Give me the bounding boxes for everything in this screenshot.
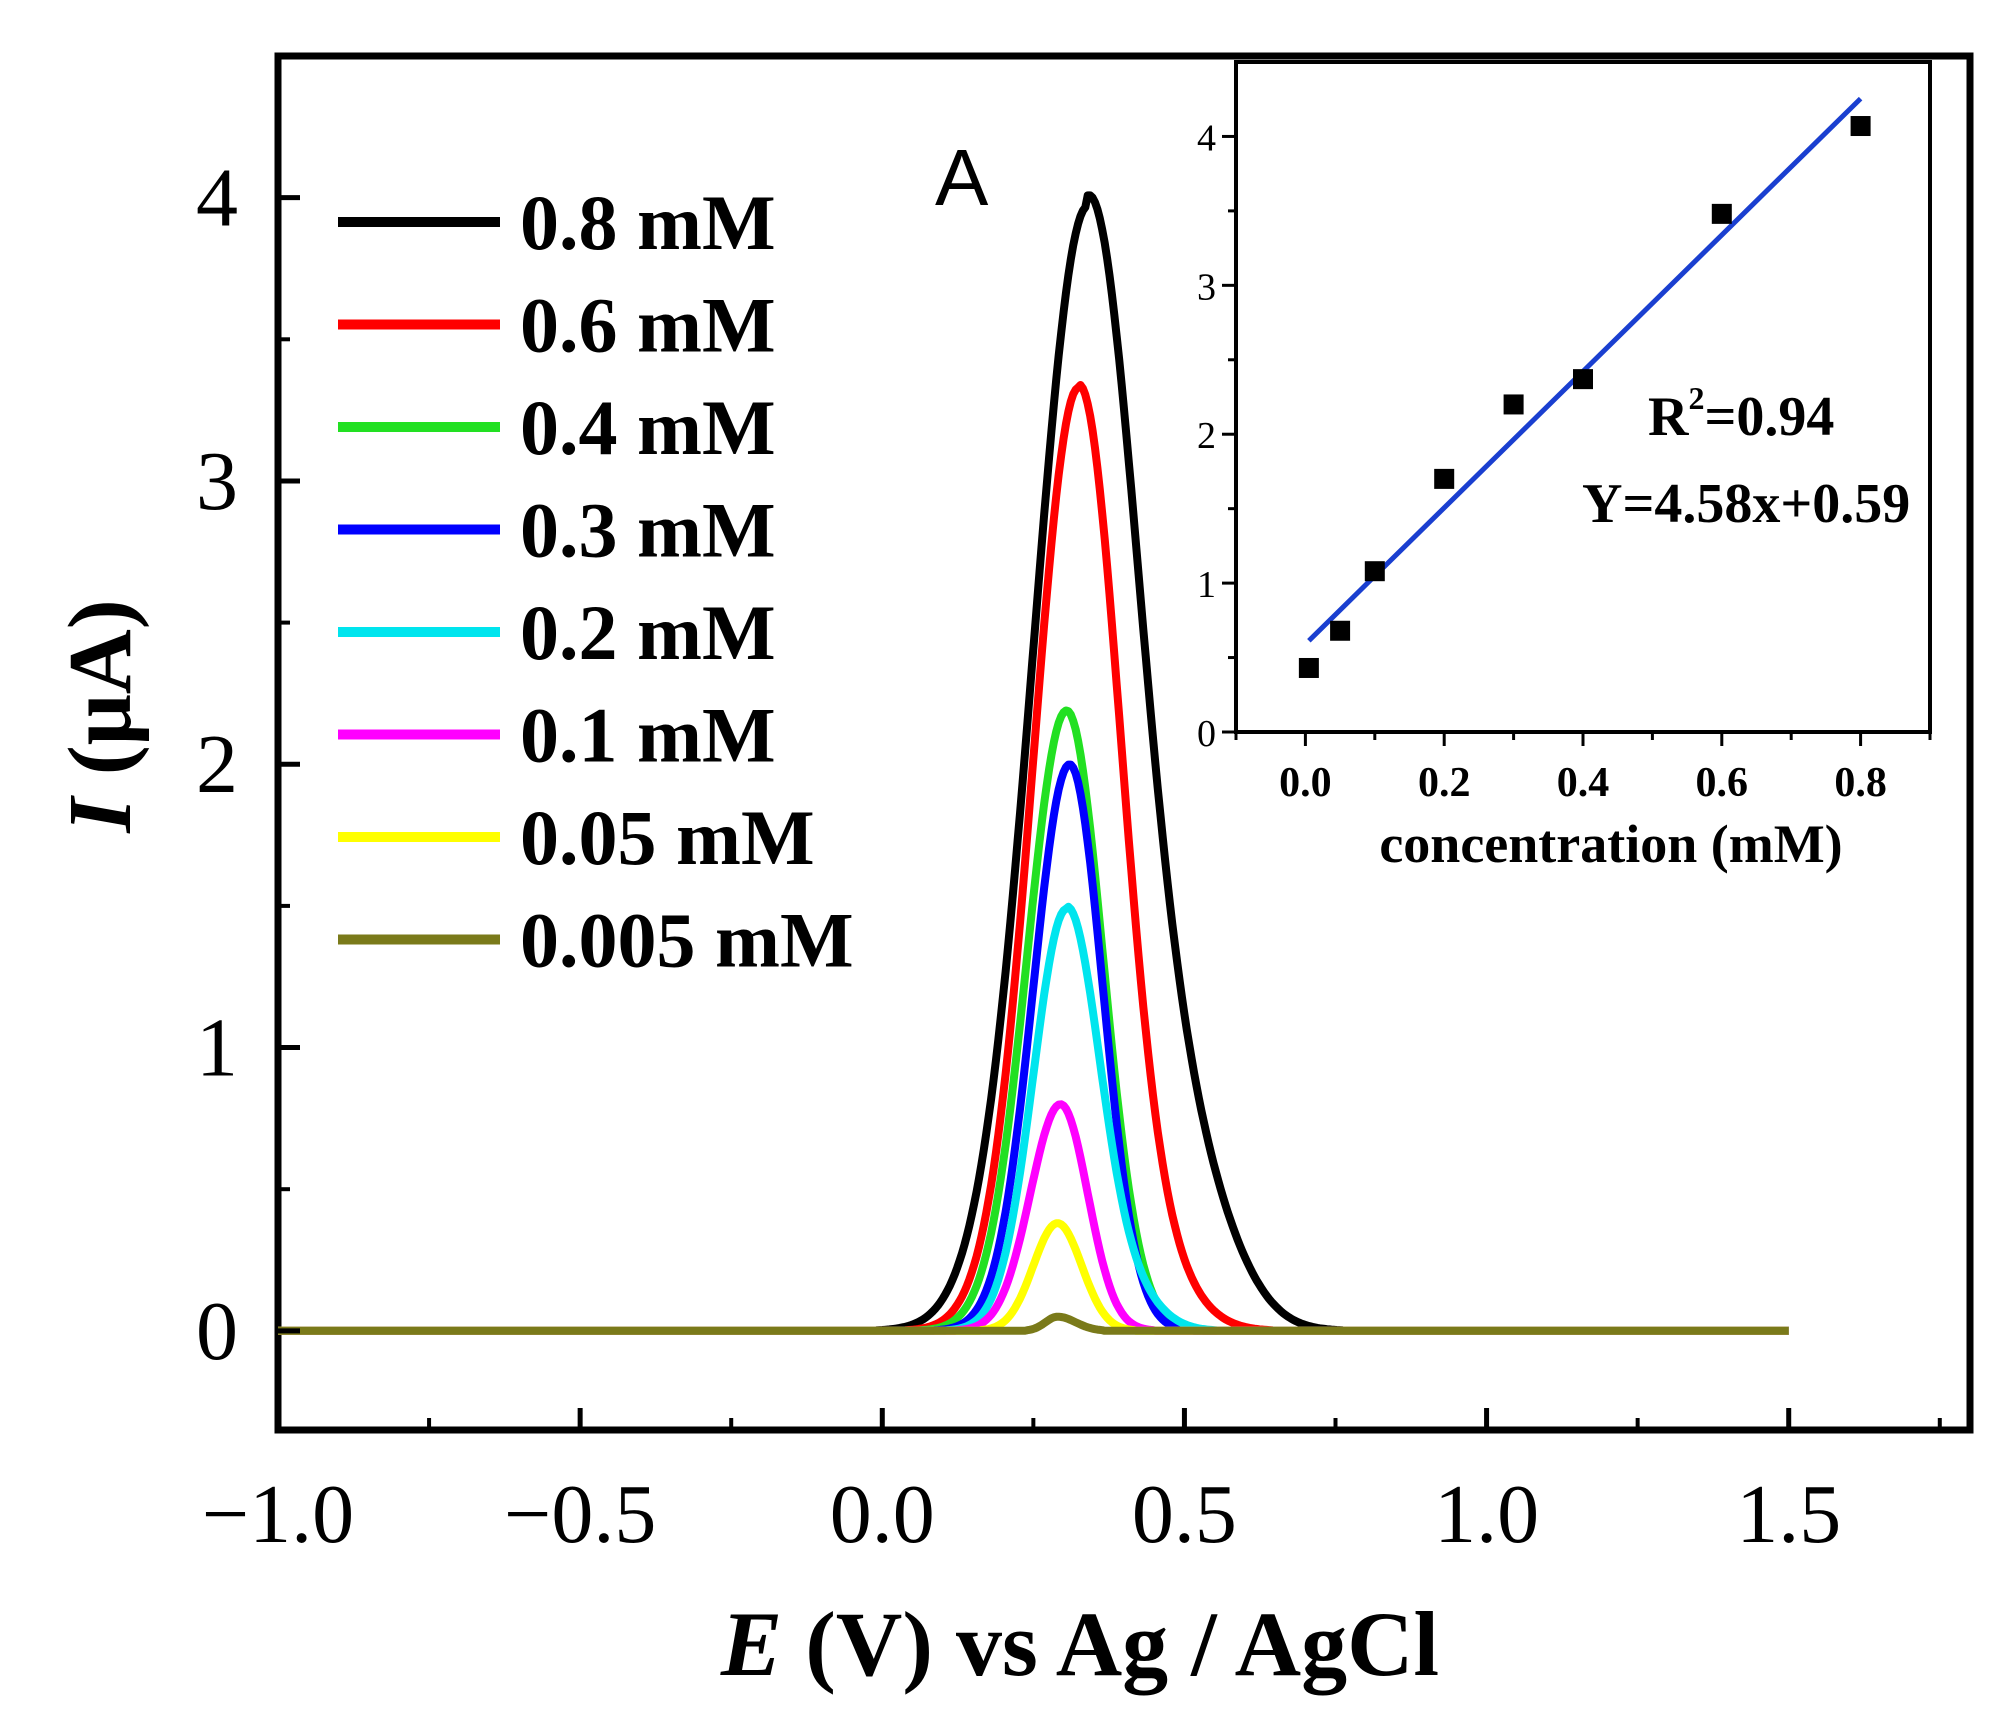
inset-y-tick-label: 3 bbox=[1197, 266, 1216, 308]
legend-label: 0.4 mM bbox=[520, 384, 776, 471]
curve-0-1-mM bbox=[276, 1100, 1791, 1335]
inset-plot-background bbox=[1236, 62, 1930, 732]
main-plot-frame bbox=[274, 52, 1974, 1434]
legend-label: 0.8 mM bbox=[520, 179, 776, 266]
x-axis-label-rest: (V) vs Ag / AgCl bbox=[782, 1593, 1439, 1695]
legend-label: 0.1 mM bbox=[520, 692, 776, 779]
panel-label: A bbox=[935, 133, 989, 222]
inset-y-tick-label: 0 bbox=[1197, 713, 1216, 755]
inset-data-point bbox=[1850, 116, 1871, 137]
inset-data-point bbox=[1330, 620, 1351, 641]
y-tick-label: 0 bbox=[196, 1285, 238, 1378]
x-tick-label: 1.5 bbox=[1736, 1468, 1841, 1561]
x-axis-label-symbol: E bbox=[720, 1593, 782, 1695]
x-tick-label: 0.0 bbox=[830, 1468, 935, 1561]
y-tick-label: 1 bbox=[196, 1002, 238, 1095]
x-tick-label: −0.5 bbox=[504, 1468, 656, 1561]
r-squared-superscript: 2 bbox=[1688, 380, 1704, 416]
curve-0-05-mM bbox=[276, 1219, 1791, 1335]
main-x-axis-ticks: −1.0 −0.5 0.0 0.5 1.0 1.5 bbox=[202, 1408, 1942, 1561]
legend-label: 0.6 mM bbox=[520, 282, 776, 369]
inset-y-tick-label: 1 bbox=[1197, 564, 1216, 606]
r-squared-base: R bbox=[1648, 386, 1689, 448]
inset-x-tick-label: 0.4 bbox=[1557, 760, 1610, 806]
main-y-axis-label: I (μA) bbox=[51, 599, 150, 834]
inset-x-tick-label: 0.8 bbox=[1834, 760, 1887, 806]
inset-x-tick-label: 0.2 bbox=[1418, 760, 1471, 806]
inset-data-point bbox=[1711, 203, 1732, 224]
inset-x-tick-label: 0.0 bbox=[1279, 760, 1332, 806]
y-axis-label-rest: (μA) bbox=[51, 599, 150, 797]
x-tick-label: 1.0 bbox=[1434, 1468, 1539, 1561]
y-tick-label: 4 bbox=[196, 152, 238, 245]
main-y-axis-ticks: 0 1 2 3 4 bbox=[196, 152, 300, 1378]
inset-x-axis-ticks: 0.0 0.2 0.4 0.6 0.8 bbox=[1234, 732, 1932, 806]
curve-0-005-mM bbox=[276, 1312, 1791, 1335]
inset-y-axis-ticks: 0 1 2 3 4 bbox=[1197, 117, 1236, 755]
legend-label: 0.005 mM bbox=[520, 897, 854, 984]
inset-data-point bbox=[1573, 369, 1593, 390]
main-plot: −1.0 −0.5 0.0 0.5 1.0 1.5 0 1 2 3 4 A E (V) vs Ag… bbox=[51, 52, 1974, 1695]
x-tick-label: 0.5 bbox=[1132, 1468, 1237, 1561]
legend-label: 0.2 mM bbox=[520, 589, 776, 676]
inset-data-point bbox=[1298, 657, 1319, 678]
main-x-axis-label: E (V) vs Ag / AgCl bbox=[720, 1593, 1439, 1695]
inset-data-point bbox=[1503, 394, 1524, 415]
inset-points bbox=[1298, 116, 1871, 678]
inset-data-point bbox=[1434, 468, 1455, 489]
inset-r-squared: R2=0.94 bbox=[1648, 380, 1834, 448]
legend-label: 0.3 mM bbox=[520, 487, 776, 574]
r-squared-value: =0.94 bbox=[1704, 386, 1834, 448]
x-tick-label: −1.0 bbox=[202, 1468, 354, 1561]
legend: 0.8 mM 0.6 mM 0.4 mM 0.3 mM 0.2 mM 0.1 mM 0.05… bbox=[338, 179, 854, 984]
inset-x-axis-label: concentration (mM) bbox=[1379, 814, 1842, 874]
inset-y-tick-label: 2 bbox=[1197, 415, 1216, 457]
y-tick-label: 2 bbox=[196, 718, 238, 811]
main-curves bbox=[276, 191, 1791, 1335]
y-tick-label: 3 bbox=[196, 435, 238, 528]
legend-label: 0.05 mM bbox=[520, 794, 815, 881]
inset-fit-equation: Y=4.58x+0.59 bbox=[1582, 473, 1910, 535]
y-axis-label-symbol: I bbox=[51, 795, 150, 834]
inset-data-point bbox=[1364, 561, 1385, 582]
inset-x-tick-label: 0.6 bbox=[1696, 760, 1749, 806]
inset-y-tick-label: 4 bbox=[1197, 117, 1216, 159]
